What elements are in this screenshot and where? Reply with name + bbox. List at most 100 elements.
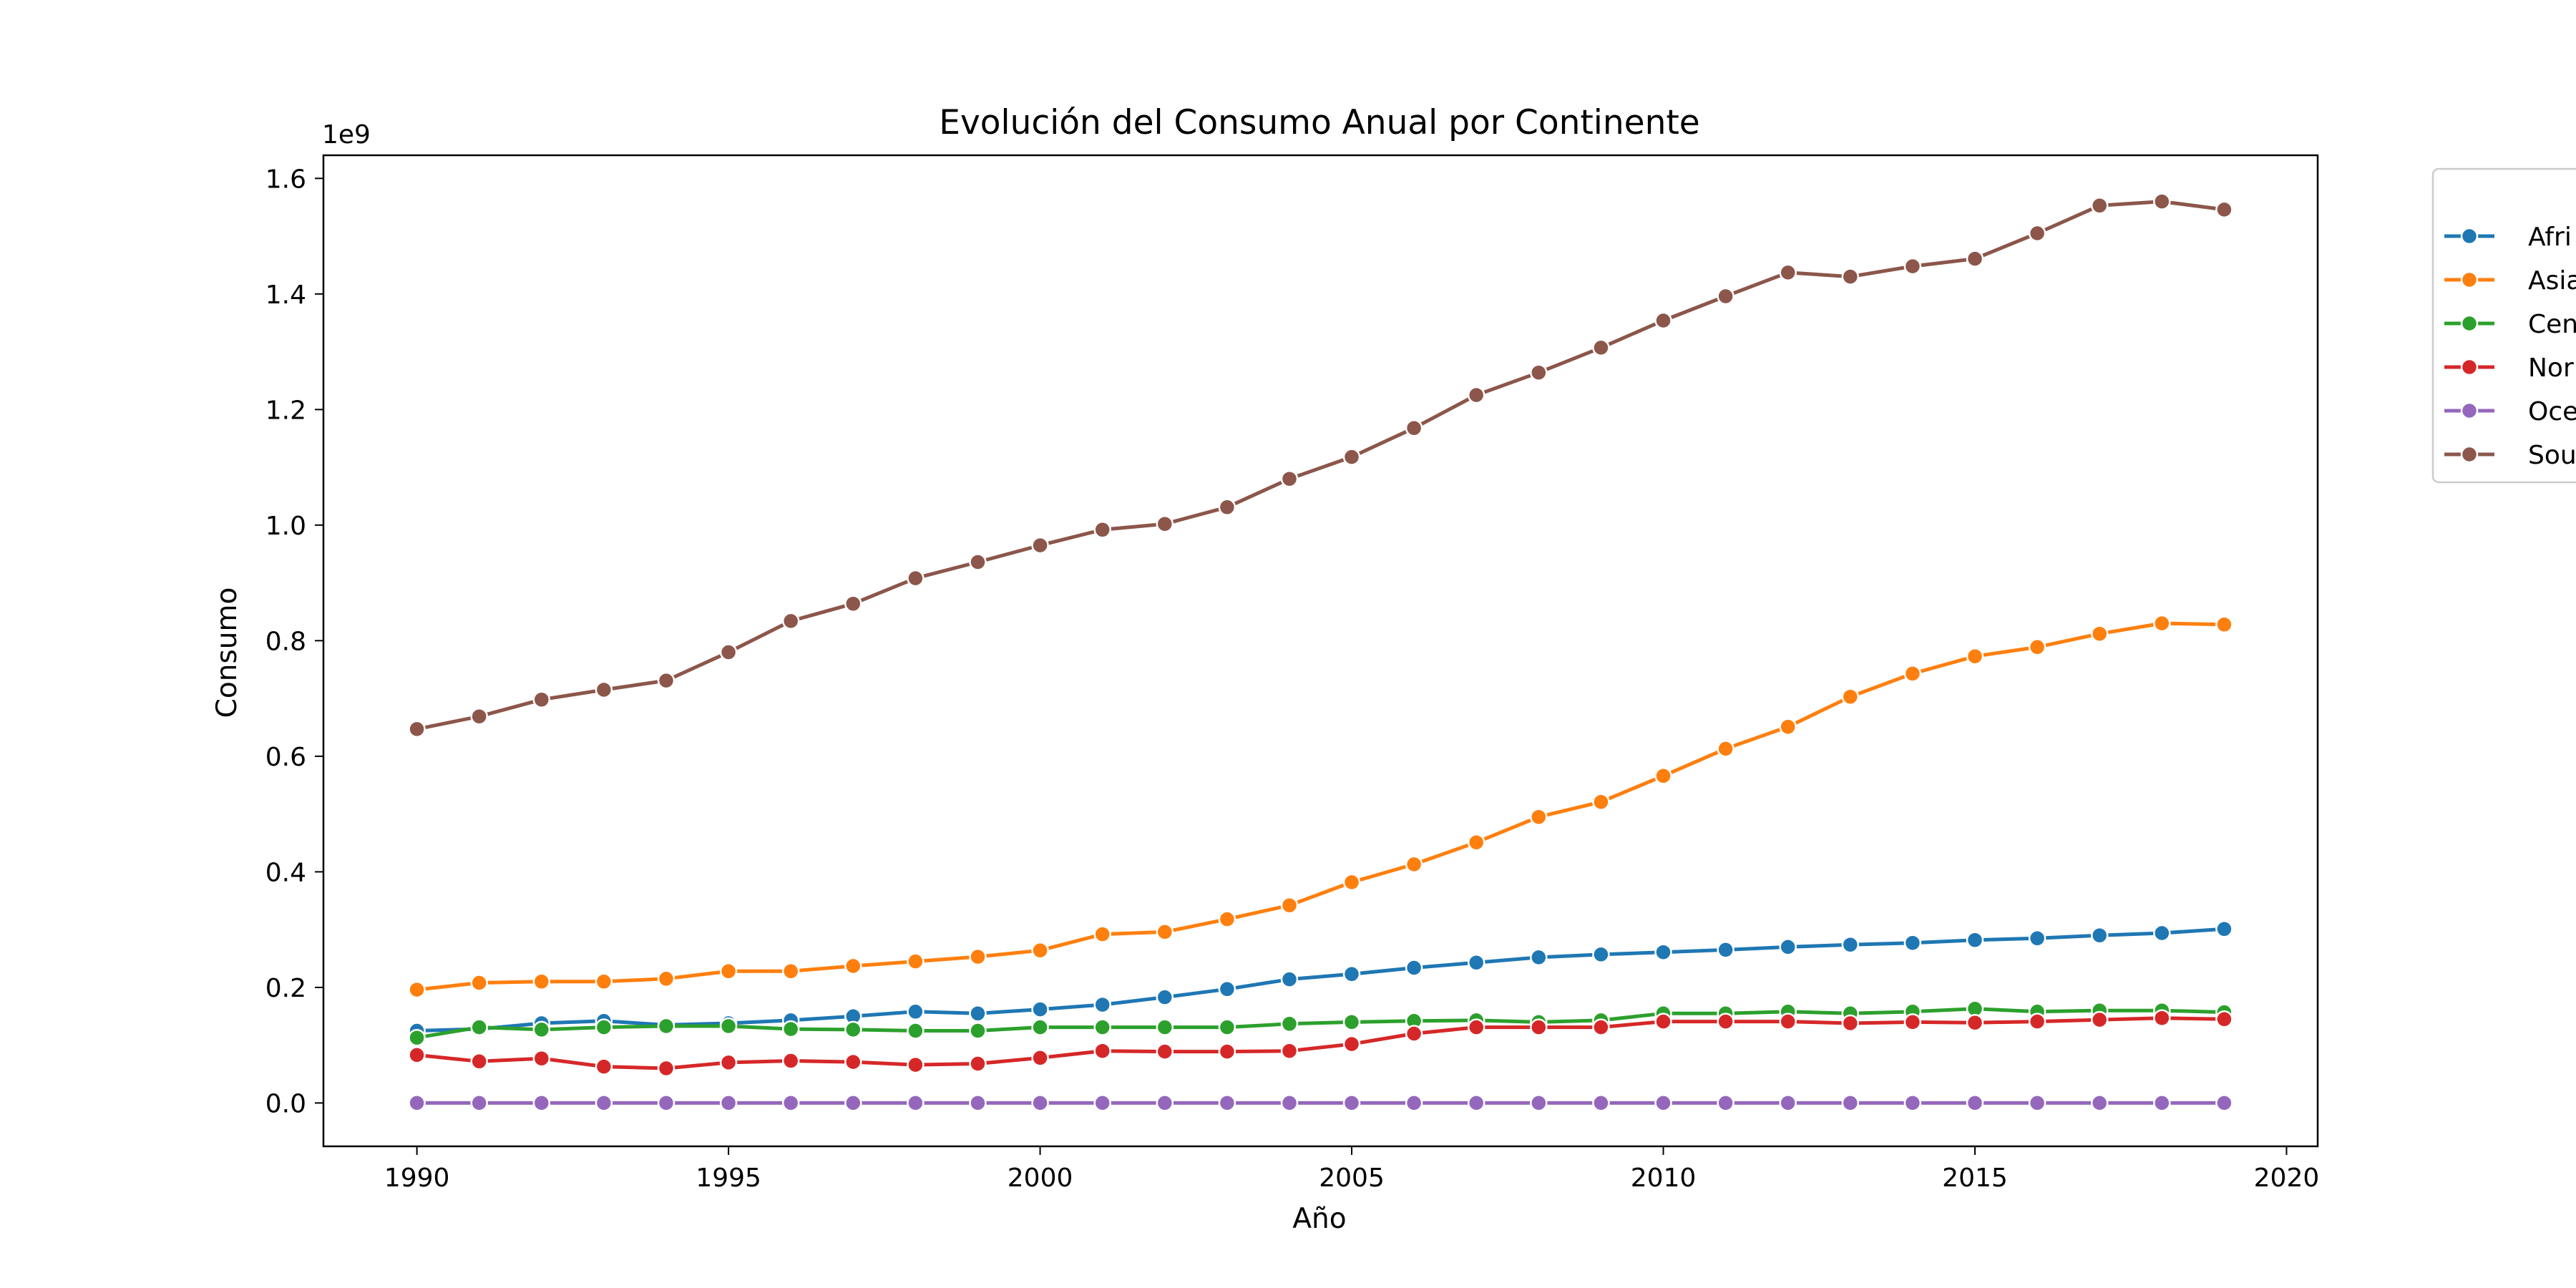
data-point	[1654, 1013, 1672, 1030]
data-point	[1779, 1094, 1797, 1112]
data-point	[595, 680, 613, 699]
data-point	[1156, 1094, 1174, 1112]
x-tick-label: 2015	[1942, 1163, 2008, 1193]
data-point	[657, 970, 675, 988]
legend-item: Cen	[2444, 310, 2576, 339]
data-point	[2090, 197, 2109, 215]
data-point	[1841, 1094, 1860, 1112]
data-point	[408, 980, 426, 999]
data-point	[969, 1055, 987, 1073]
series-line	[415, 1007, 2226, 1040]
data-point	[2153, 1009, 2171, 1027]
data-point	[470, 1018, 488, 1036]
data-point	[2090, 1094, 2109, 1112]
data-point	[1342, 965, 1361, 983]
series-line	[415, 621, 2226, 992]
x-tick-label: 2010	[1631, 1163, 1697, 1193]
data-point	[2215, 1010, 2233, 1028]
data-point	[719, 643, 738, 661]
data-point	[1218, 1018, 1236, 1036]
data-point	[1405, 855, 1423, 874]
data-point	[1592, 793, 1610, 811]
data-point	[2090, 625, 2109, 643]
series-oce	[408, 1094, 2233, 1112]
data-point	[1156, 514, 1174, 533]
legend: Afri Asia Cen Nor Oce Sou	[2431, 167, 2576, 484]
data-point	[2028, 1094, 2046, 1112]
data-point	[1031, 1018, 1049, 1036]
data-point	[1218, 1094, 1236, 1112]
data-point	[969, 947, 987, 966]
data-point	[844, 1094, 862, 1112]
data-point	[1654, 311, 1672, 330]
data-point	[1467, 953, 1485, 972]
data-point	[1031, 1094, 1049, 1112]
data-point	[1405, 959, 1423, 977]
data-point	[781, 1020, 800, 1038]
data-point	[1654, 1094, 1672, 1112]
y-axis-offset-label: 1e9	[322, 120, 371, 150]
data-point	[1405, 419, 1423, 437]
data-point	[1280, 469, 1299, 488]
x-tick-label: 1990	[384, 1163, 450, 1193]
data-point	[1280, 896, 1299, 914]
series-asia	[408, 614, 2233, 999]
data-point	[595, 1018, 613, 1036]
data-point	[1093, 1042, 1111, 1060]
data-point	[2215, 615, 2233, 634]
legend-item: Afri	[2444, 223, 2572, 252]
data-point	[470, 1094, 488, 1112]
data-point	[1841, 935, 1860, 954]
data-point	[719, 962, 738, 980]
y-tick-label: 0.6	[265, 743, 306, 772]
data-point	[781, 1052, 800, 1070]
legend-marker	[2460, 445, 2479, 464]
y-axis: 0.0 0.2 0.4 0.6 0.8 1.0 1.2 1.4 1.6	[265, 165, 323, 1118]
data-point	[1717, 740, 1735, 758]
data-point	[2153, 614, 2171, 633]
data-point	[1156, 923, 1174, 941]
data-point	[1966, 647, 1984, 665]
data-point	[657, 1094, 675, 1112]
data-point	[1841, 1014, 1860, 1033]
data-point	[1093, 925, 1111, 943]
data-point	[1467, 1094, 1485, 1112]
y-tick-label: 0.4	[265, 858, 306, 887]
data-point	[2028, 224, 2046, 243]
data-point	[1530, 364, 1548, 381]
data-point	[532, 1049, 551, 1068]
data-point	[781, 612, 800, 630]
data-point	[1966, 1094, 1984, 1112]
data-point	[470, 707, 488, 726]
data-point	[1093, 521, 1111, 539]
data-point	[844, 595, 862, 613]
data-point	[1966, 931, 1984, 949]
data-point	[2153, 192, 2171, 210]
data-point	[1654, 943, 1672, 961]
chart-title: Evolución del Consumo Anual por Continen…	[939, 103, 1699, 142]
legend-label: Afri	[2528, 223, 2572, 252]
data-point	[1218, 910, 1236, 928]
data-point	[595, 1058, 613, 1075]
data-point	[719, 1017, 738, 1035]
data-point	[907, 1002, 924, 1021]
y-tick-label: 0.0	[265, 1089, 306, 1118]
data-point	[595, 972, 613, 991]
legend-item: Oce	[2444, 397, 2576, 426]
legend-label: Nor	[2528, 353, 2574, 383]
data-point	[781, 1094, 800, 1112]
y-axis-label: Consumo	[211, 587, 243, 718]
data-point	[2153, 924, 2171, 942]
series-line	[415, 200, 2226, 731]
data-point	[2090, 926, 2109, 945]
y-tick-label: 1.0	[265, 512, 306, 541]
data-point	[781, 962, 800, 980]
data-point	[1592, 1018, 1610, 1036]
y-tick-label: 1.2	[265, 396, 306, 425]
data-point	[907, 569, 924, 587]
data-point	[1405, 1025, 1423, 1043]
x-tick-label: 2020	[2254, 1163, 2320, 1193]
data-point	[1218, 980, 1236, 998]
data-point	[1966, 1013, 1984, 1032]
